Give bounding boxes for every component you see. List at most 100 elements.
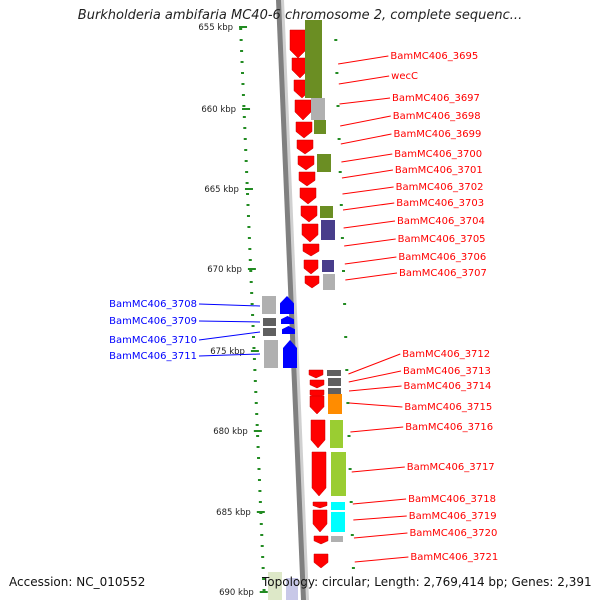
scale-tick-right	[351, 567, 355, 569]
scale-tick-left	[257, 479, 261, 481]
gene-label-bammc406_3701[interactable]: BamMC406_3701	[395, 165, 483, 176]
gene-leader-line	[354, 556, 409, 563]
scale-tick-right	[343, 303, 347, 305]
scale-label: 680 kbp	[213, 427, 248, 437]
scale-tick-left	[251, 314, 255, 316]
gene-label-bammc406_3705[interactable]: BamMC406_3705	[398, 234, 486, 245]
backbone-line	[276, 0, 307, 600]
reverse-gene-arrow	[289, 29, 307, 59]
reverse-gene-arrow	[312, 509, 328, 533]
reverse-gene-arrow	[302, 243, 320, 257]
gene-label-bammc406_3709[interactable]: BamMC406_3709	[109, 316, 197, 327]
cog-category-bar	[321, 220, 335, 240]
reverse-gene-arrow	[313, 535, 329, 545]
gene-leader-line	[350, 426, 404, 433]
cog-category-bar	[317, 154, 331, 172]
scale-tick-left	[261, 567, 265, 569]
reverse-gene-arrow	[311, 451, 327, 497]
scale-tick-left	[257, 468, 261, 470]
reverse-gene-arrow	[295, 121, 313, 139]
accession-text: Accession: NC_010552	[9, 575, 146, 589]
scale-major-tick	[253, 430, 262, 432]
forward-gene-arrow	[282, 326, 295, 334]
gene-label-bammc406_3715[interactable]: BamMC406_3715	[404, 402, 492, 413]
gene-label-bammc406_3718[interactable]: BamMC406_3718	[408, 494, 496, 505]
scale-tick-left	[257, 457, 261, 459]
scale-major-tick	[256, 511, 265, 513]
scale-label: 655 kbp	[198, 23, 233, 33]
scale-tick-left	[241, 83, 245, 85]
scale-tick-left	[252, 358, 256, 360]
scale-tick-left	[249, 270, 253, 272]
scale-tick-left	[243, 127, 247, 129]
scale-tick-left	[242, 116, 246, 118]
gene-label-bammc406_3698[interactable]: BamMC406_3698	[393, 111, 481, 122]
gene-label-bammc406_3703[interactable]: BamMC406_3703	[396, 198, 484, 209]
scale-label: 675 kbp	[210, 347, 245, 357]
gene-label-bammc406_3704[interactable]: BamMC406_3704	[397, 216, 485, 227]
reverse-gene-arrow	[310, 419, 326, 449]
scale-tick-left	[255, 424, 259, 426]
gene-leader-line	[342, 186, 394, 195]
scale-major-tick	[244, 188, 253, 190]
gene-label-bammc406_3719[interactable]: BamMC406_3719	[409, 511, 497, 522]
scale-tick-left	[246, 215, 250, 217]
scale-tick-left	[243, 138, 247, 140]
scale-tick-left	[245, 171, 249, 173]
gene-leader-line	[340, 133, 392, 145]
gene-label-bammc406_3721[interactable]: BamMC406_3721	[410, 552, 498, 563]
gene-label-bammc406_3713[interactable]: BamMC406_3713	[403, 366, 491, 377]
scale-tick-right	[346, 402, 350, 404]
cog-category-bar	[264, 340, 278, 368]
gene-label-bammc406_3695[interactable]: BamMC406_3695	[390, 51, 478, 62]
gene-label-bammc406_3699[interactable]: BamMC406_3699	[393, 129, 481, 140]
reverse-gene-arrow	[309, 395, 325, 415]
scale-tick-left	[241, 94, 245, 96]
gene-label-wecc[interactable]: wecC	[391, 71, 418, 82]
gene-leader-line	[341, 153, 393, 163]
gene-label-bammc406_3720[interactable]: BamMC406_3720	[409, 528, 497, 539]
cog-category-bar	[286, 578, 298, 600]
gene-leader-line	[338, 75, 390, 85]
map-title: Burkholderia ambifaria MC40-6 chromosome…	[77, 8, 523, 23]
gene-label-bammc406_3700[interactable]: BamMC406_3700	[394, 149, 482, 160]
scale-tick-left	[242, 105, 246, 107]
scale-tick-right	[340, 237, 344, 239]
gene-label-bammc406_3711[interactable]: BamMC406_3711	[109, 351, 197, 362]
scale-tick-left	[244, 160, 248, 162]
reverse-gene-arrow	[308, 369, 324, 379]
gene-leader-line	[198, 320, 261, 323]
reverse-gene-arrow	[296, 139, 314, 155]
reverse-gene-arrow	[299, 187, 317, 205]
scale-tick-left	[247, 237, 251, 239]
gene-leader-line	[344, 238, 396, 247]
scale-tick-left	[239, 39, 243, 41]
gene-label-bammc406_3697[interactable]: BamMC406_3697	[392, 93, 480, 104]
gene-label-bammc406_3716[interactable]: BamMC406_3716	[405, 422, 493, 433]
gene-label-bammc406_3706[interactable]: BamMC406_3706	[398, 252, 486, 263]
scale-tick-right	[334, 39, 338, 41]
gene-label-bammc406_3714[interactable]: BamMC406_3714	[404, 381, 492, 392]
scale-tick-left	[262, 589, 266, 591]
scale-tick-right	[336, 105, 340, 107]
gene-leader-line	[343, 220, 396, 229]
gene-label-bammc406_3707[interactable]: BamMC406_3707	[399, 268, 487, 279]
gene-label-bammc406_3708[interactable]: BamMC406_3708	[109, 299, 197, 310]
gene-label-bammc406_3712[interactable]: BamMC406_3712	[402, 349, 490, 360]
gene-leader-line	[198, 353, 261, 357]
cog-category-bar	[314, 120, 326, 134]
gene-leader-line	[198, 331, 261, 341]
gene-leader-line	[345, 272, 398, 281]
scale-tick-left	[260, 534, 264, 536]
gene-leader-line	[338, 55, 389, 65]
gene-label-bammc406_3702[interactable]: BamMC406_3702	[396, 182, 484, 193]
cog-category-bar	[320, 206, 333, 218]
gene-label-bammc406_3717[interactable]: BamMC406_3717	[407, 462, 495, 473]
scale-tick-left	[249, 281, 253, 283]
scale-tick-left	[247, 226, 251, 228]
scale-tick-right	[337, 138, 341, 140]
scale-tick-left	[250, 292, 254, 294]
cog-category-bar	[322, 260, 334, 272]
cog-category-bar	[328, 394, 342, 414]
gene-label-bammc406_3710[interactable]: BamMC406_3710	[109, 335, 197, 346]
